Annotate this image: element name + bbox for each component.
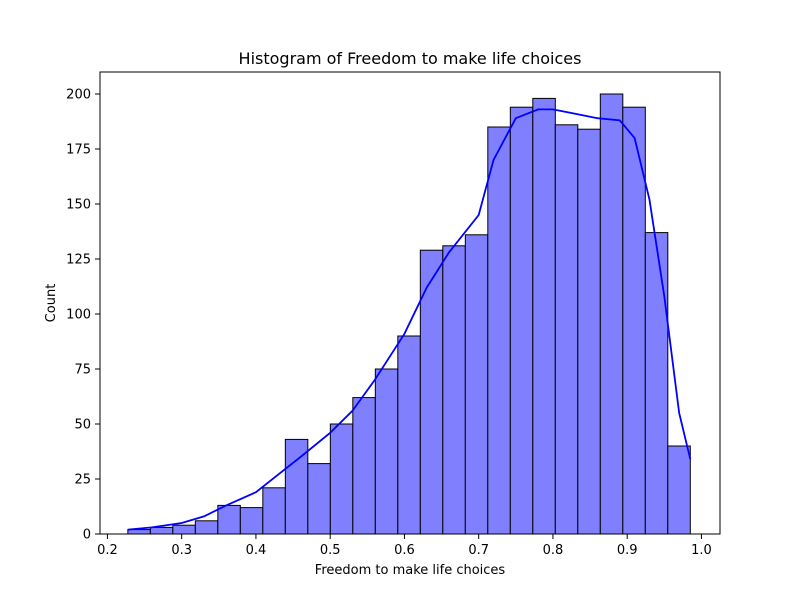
y-axis-ticks: 0 25 50 75 100 125 150 175 200 [66, 88, 100, 543]
x-axis-label: Freedom to make life choices [315, 563, 506, 578]
histogram-bar [172, 524, 196, 535]
x-tick-label: 0.7 [468, 543, 489, 558]
histogram-bar [194, 520, 219, 535]
y-tick-label: 100 [66, 308, 91, 323]
y-tick-label: 125 [66, 253, 91, 268]
histogram-bar [239, 507, 264, 535]
histogram-bar [667, 445, 691, 535]
histogram-bar [374, 368, 399, 535]
x-axis-ticks: 0.2 0.3 0.4 0.5 0.6 0.7 0.8 0.9 1.0 [97, 534, 712, 558]
y-tick-label: 0 [83, 528, 91, 543]
histogram-bar [644, 232, 669, 535]
histogram-bar [149, 526, 174, 535]
histogram-bar [307, 463, 331, 535]
x-tick-label: 0.8 [543, 543, 564, 558]
plot-frame [99, 71, 721, 535]
histogram-bar [397, 335, 421, 535]
histogram-bar [554, 124, 579, 535]
y-tick-label: 200 [66, 88, 91, 103]
y-tick-label: 75 [74, 363, 91, 378]
x-tick-label: 0.6 [394, 543, 415, 558]
histogram-bar [217, 504, 241, 535]
histogram-bar [532, 97, 556, 535]
x-tick-label: 0.5 [320, 543, 341, 558]
histogram-bar [464, 234, 489, 535]
histogram-bar [509, 106, 534, 535]
bars-group [127, 93, 691, 535]
histogram-bar [329, 423, 354, 535]
x-tick-label: 0.2 [97, 543, 118, 558]
y-tick-label: 150 [66, 198, 91, 213]
histogram-bar [599, 93, 624, 535]
y-tick-label: 25 [74, 473, 91, 488]
kde-curve [127, 108, 692, 531]
y-tick-label: 50 [74, 418, 91, 433]
histogram-bar [442, 245, 466, 535]
x-tick-label: 1.0 [691, 543, 712, 558]
histogram-bar [577, 128, 601, 535]
x-tick-label: 0.3 [171, 543, 192, 558]
x-tick-label: 0.9 [617, 543, 638, 558]
histogram-bar [262, 487, 286, 535]
histogram-bar [352, 397, 376, 535]
histogram-bar [127, 529, 151, 535]
x-tick-label: 0.4 [246, 543, 267, 558]
histogram-bar [487, 126, 511, 535]
chart-title: Histogram of Freedom to make life choice… [239, 49, 582, 68]
y-axis-label: Count [44, 284, 59, 323]
y-tick-label: 175 [66, 143, 91, 158]
